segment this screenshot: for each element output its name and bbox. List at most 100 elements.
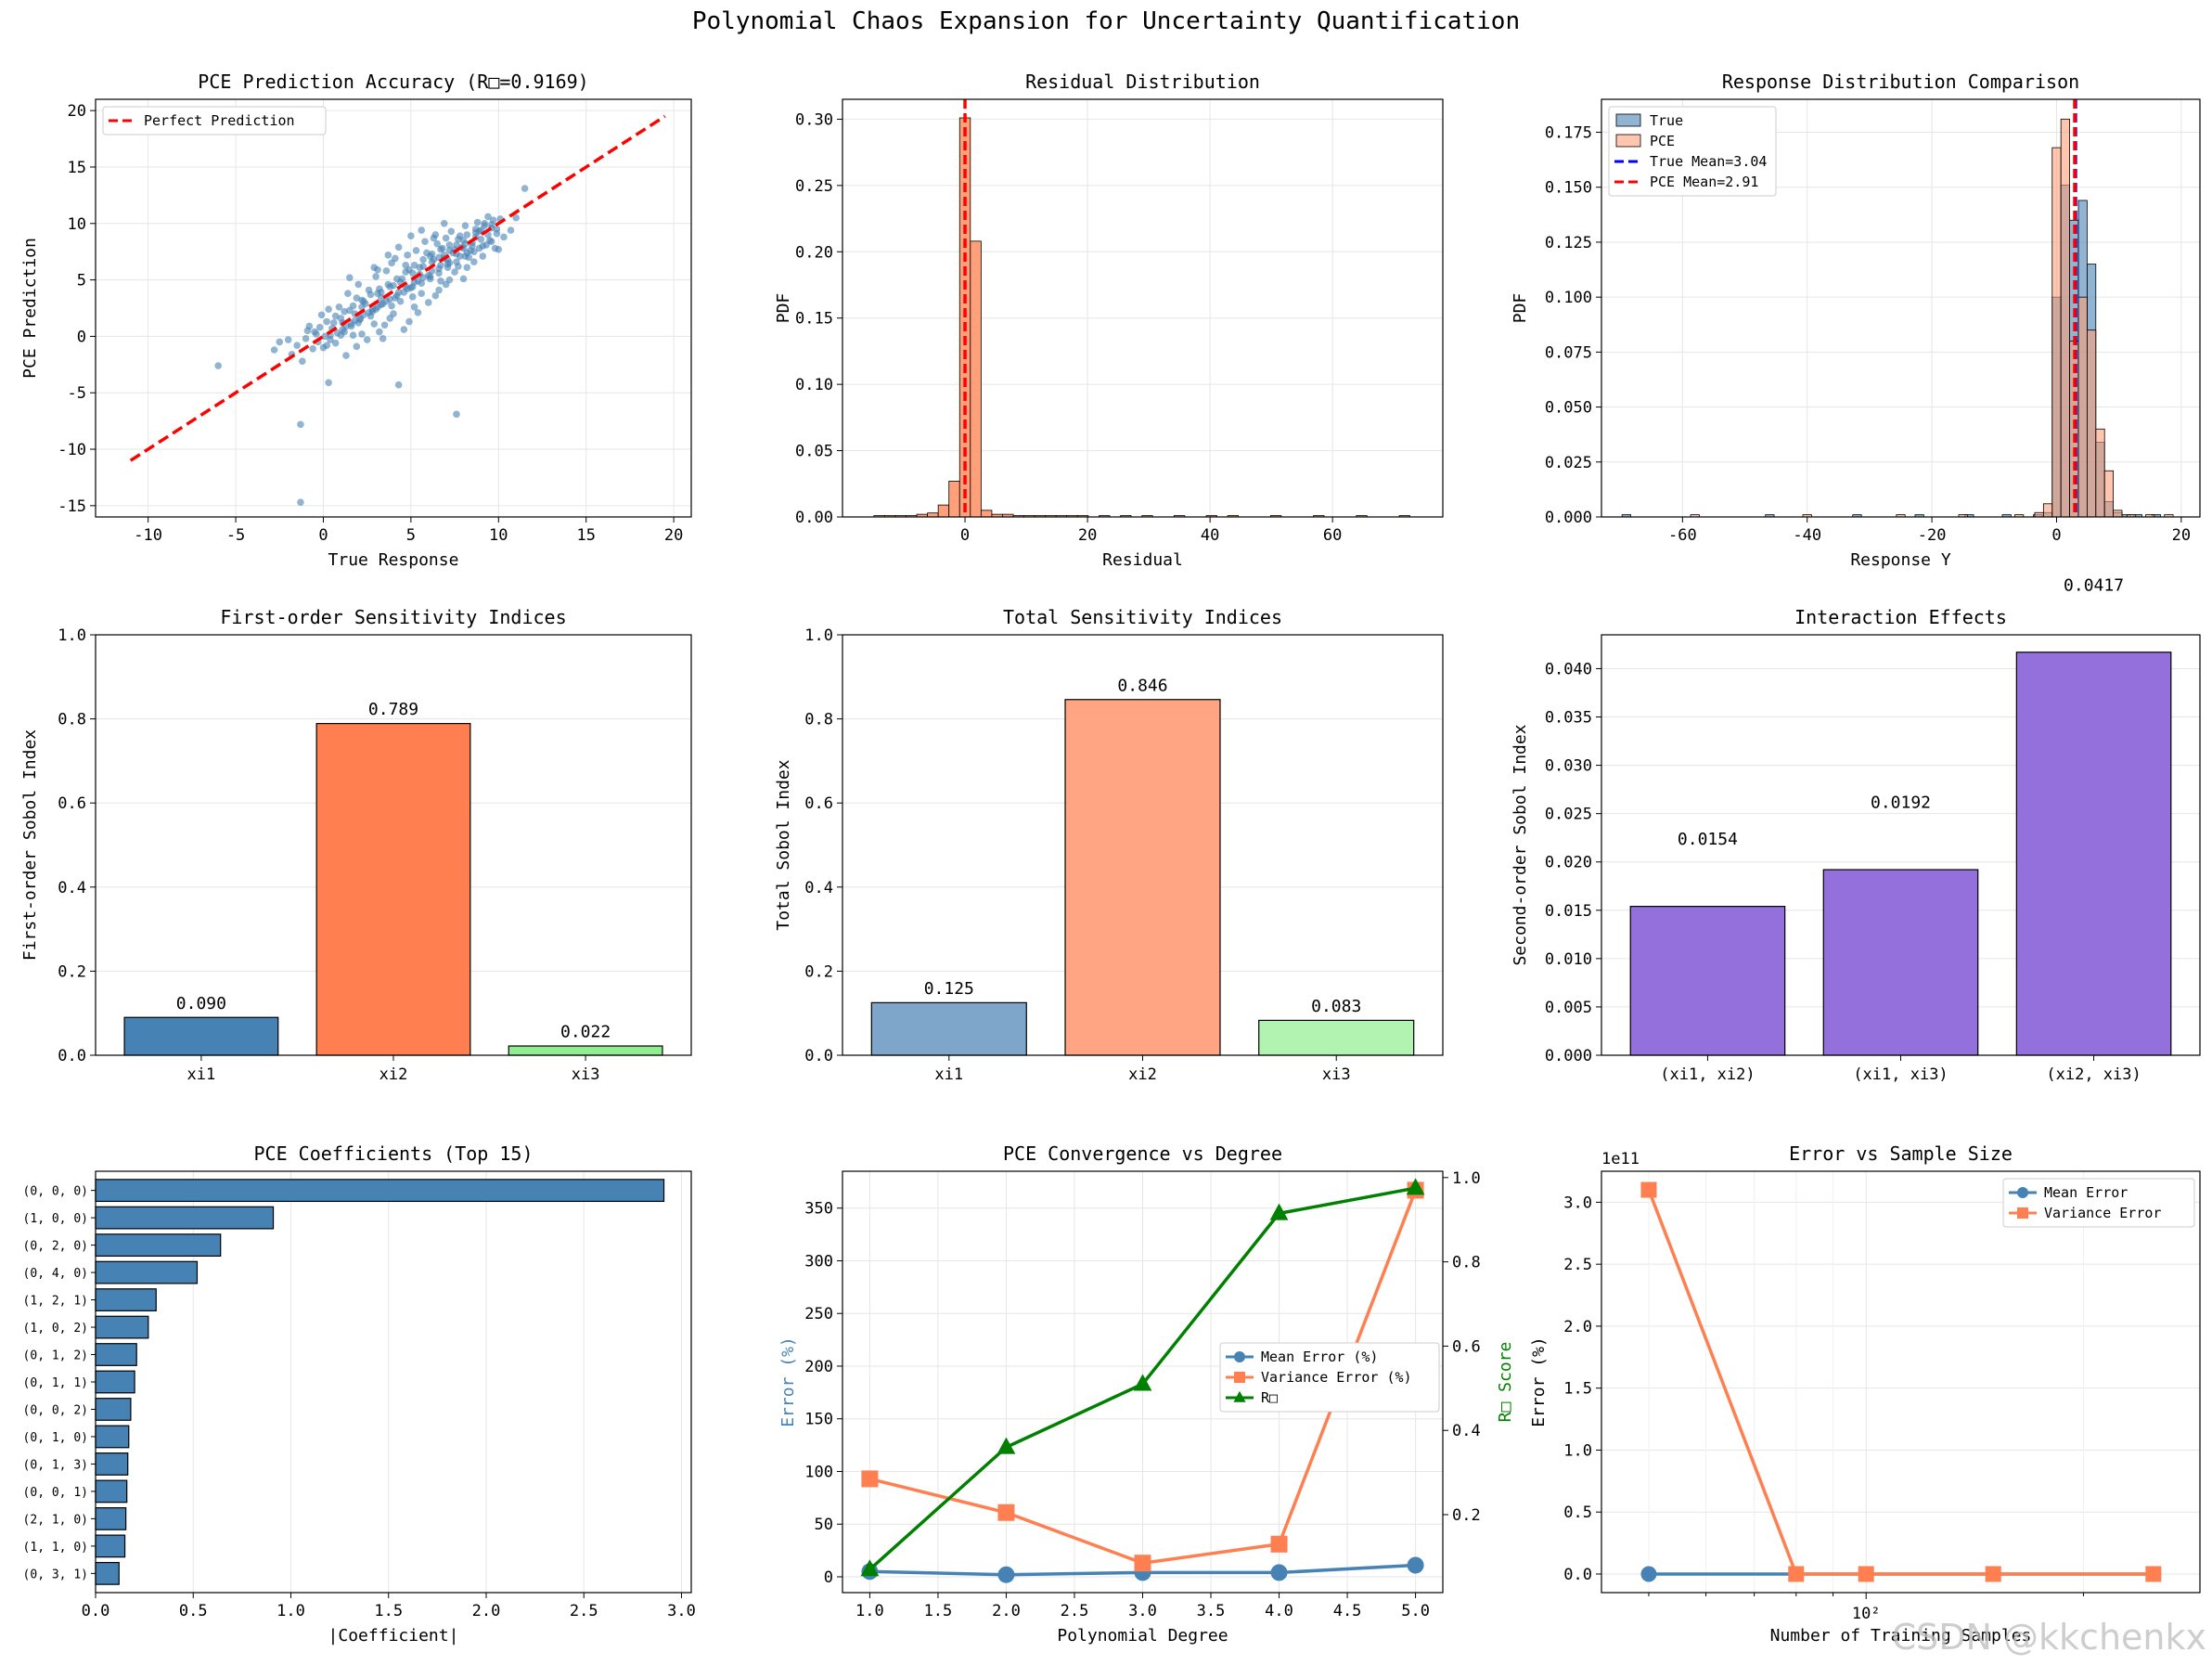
- coefficient-bar: [95, 1479, 128, 1504]
- scatter-point: [435, 269, 443, 278]
- scatter-point: [473, 218, 482, 226]
- axes-frame: [95, 1170, 692, 1594]
- chart-title: Total Sensitivity Indices: [1003, 606, 1282, 628]
- y-tick-label: (1, 2, 1): [23, 1295, 88, 1309]
- x-tick-label: 4.5: [1333, 1602, 1362, 1620]
- y-axis-label: First-order Sobol Index: [20, 729, 40, 961]
- y-tick-label: 0.0: [804, 1047, 833, 1065]
- y-tick-label: 0.025: [1545, 806, 1592, 824]
- scatter-point: [353, 294, 361, 302]
- axes-frame: [1601, 98, 2201, 518]
- x-axis-label: |Coefficient|: [328, 1626, 459, 1646]
- y-tick-label: 0.150: [1545, 179, 1592, 198]
- scatter-point: [386, 315, 394, 322]
- series-marker: [1270, 1535, 1288, 1553]
- chart-p33: Error vs Sample Size 0.0 0.5 1.0 1.5 2.0 2.5 3.…: [1529, 1142, 2201, 1646]
- scatter-point: [481, 219, 488, 227]
- bar: [1629, 906, 1786, 1056]
- legend-box: [102, 106, 327, 136]
- scatter-point: [214, 362, 222, 369]
- series-marker: [1134, 1555, 1151, 1572]
- y2-tick-label: 0.2: [1452, 1506, 1481, 1525]
- y-tick-label: 0.10: [795, 376, 833, 394]
- series-marker: [1640, 1181, 1657, 1198]
- scatter-point: [418, 226, 426, 234]
- scatter-point: [331, 339, 340, 347]
- bar: [870, 1001, 1027, 1056]
- offset-text: 1e11: [1601, 1150, 1640, 1168]
- legend-box: [1219, 1342, 1440, 1413]
- bar-value-label: 0.022: [560, 1023, 611, 1042]
- scatter-point: [453, 410, 460, 419]
- y-tick-label: 350: [804, 1200, 833, 1219]
- x-tick-label: 3.0: [1128, 1602, 1157, 1620]
- axes-frame: [842, 98, 1444, 518]
- scatter-point: [495, 245, 503, 253]
- legend-marker: [1234, 1351, 1245, 1362]
- coefficient-bar: [95, 1370, 135, 1394]
- y-tick-label: 0.030: [1545, 757, 1592, 776]
- scatter-point: [470, 248, 478, 255]
- histogram-bar-pce: [2042, 503, 2053, 518]
- scatter-point: [447, 227, 456, 236]
- y-tick-label: 0.050: [1545, 399, 1592, 418]
- x-axis-label: Response Y: [1850, 550, 1951, 570]
- y-tick-label: 300: [804, 1252, 833, 1271]
- scatter-point: [284, 336, 292, 343]
- x-tick-label: -20: [1918, 526, 1947, 545]
- x-tick-label: -10: [134, 526, 162, 545]
- y-axis-label: PCE Prediction: [20, 238, 40, 379]
- scatter-point: [445, 241, 454, 249]
- legend-label: R□: [1261, 1389, 1278, 1406]
- x-tick-label: 2.5: [1061, 1602, 1089, 1620]
- scatter-point: [341, 307, 348, 316]
- y-tick-label: (2, 1, 0): [23, 1513, 88, 1527]
- x-tick-label: xi1: [934, 1065, 963, 1084]
- scatter-point: [445, 276, 454, 284]
- scatter-point: [479, 252, 487, 260]
- scatter-point: [445, 247, 454, 254]
- bar-value-label: 0.0417: [2064, 575, 2124, 595]
- y-tick-label: (0, 1, 1): [23, 1376, 88, 1390]
- scatter-point: [376, 285, 383, 293]
- series-marker: [1788, 1566, 1805, 1582]
- y-tick-label: (1, 0, 0): [23, 1212, 88, 1226]
- scatter-point: [349, 331, 357, 339]
- axes-frame: [842, 634, 1444, 1056]
- coefficient-bar: [95, 1288, 157, 1311]
- y-tick-label: 0.5: [1563, 1504, 1592, 1522]
- x-tick-label: xi3: [572, 1065, 600, 1084]
- scatter-point: [363, 336, 371, 343]
- scatter-point: [331, 312, 340, 320]
- coefficient-bar: [95, 1507, 127, 1530]
- y-tick-label: 250: [804, 1305, 833, 1323]
- chart-p22: Total Sensitivity Indices 0.0 0.2 0.4 0.6 0.8…: [774, 606, 1444, 1084]
- scatter-point: [405, 317, 413, 326]
- scatter-point: [325, 379, 332, 387]
- scatter-point: [451, 268, 458, 276]
- scatter-point: [412, 247, 420, 254]
- scatter-point: [493, 226, 501, 233]
- scatter-point: [440, 219, 448, 227]
- scatter-point: [382, 267, 391, 275]
- y-tick-label: 3.0: [1563, 1194, 1592, 1212]
- scatter-point: [315, 323, 324, 331]
- y-tick-label: 50: [815, 1516, 833, 1534]
- histogram-bar-pce: [2077, 296, 2088, 518]
- chart-title: PCE Prediction Accuracy (R□=0.9169): [198, 71, 588, 93]
- x-tick-label: xi2: [379, 1065, 408, 1084]
- scatter-point: [479, 242, 487, 250]
- scatter-point: [421, 238, 429, 246]
- x-tick-label: 1.0: [855, 1602, 884, 1620]
- y-tick-label: 0.2: [804, 962, 833, 981]
- bar: [123, 1016, 279, 1056]
- scatter-point: [333, 329, 341, 337]
- histogram-bar-pce: [2103, 470, 2115, 518]
- x-tick-label: 2.0: [992, 1602, 1021, 1620]
- coefficient-bar: [95, 1561, 120, 1585]
- scatter-point: [365, 309, 373, 316]
- scatter-point: [367, 290, 375, 299]
- scatter-point: [323, 317, 331, 326]
- chart-p21: First-order Sensitivity Indices 0.0 0.2 0.4…: [20, 606, 692, 1084]
